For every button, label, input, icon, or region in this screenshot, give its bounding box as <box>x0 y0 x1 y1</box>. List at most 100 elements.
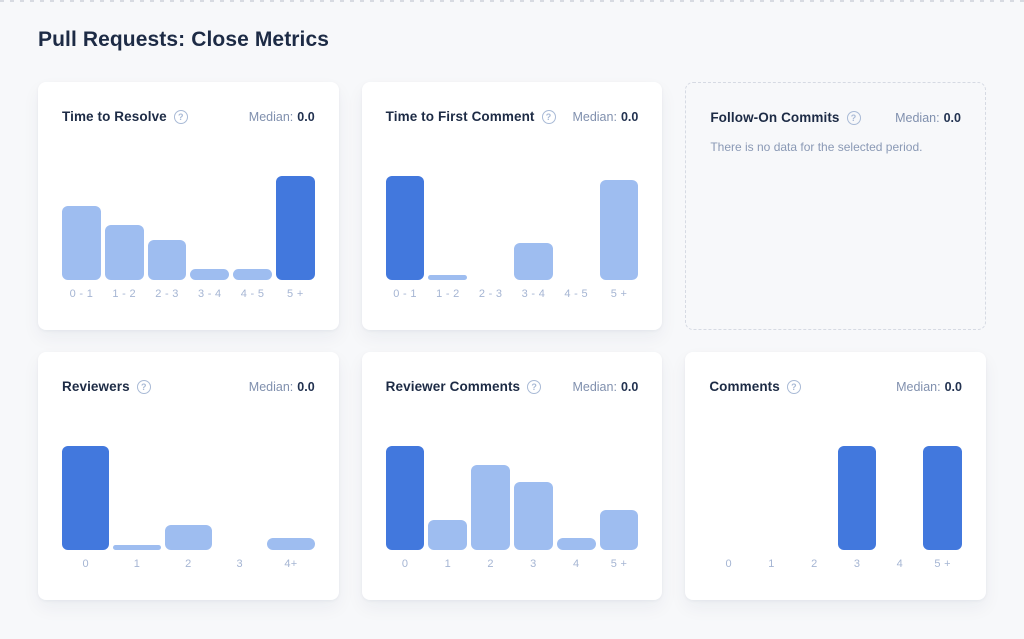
median-readout: Median: 0.0 <box>896 380 962 394</box>
bar-1[interactable] <box>428 519 468 550</box>
bar-0[interactable] <box>62 446 110 550</box>
card-reviewer-comments: Reviewer Comments ? Median: 0.0 0 1 2 3 4 5 + <box>361 352 663 600</box>
bar-slot <box>514 176 553 280</box>
bar-5+[interactable] <box>923 446 963 550</box>
bar-slot <box>428 446 468 550</box>
bar-1-2[interactable] <box>104 224 144 280</box>
median-value: 0.0 <box>620 109 639 124</box>
bar-slot <box>233 176 272 280</box>
x-axis-label: 3 <box>530 558 537 570</box>
bar-5+[interactable] <box>599 180 639 280</box>
bar-slot <box>709 446 748 550</box>
bar-2[interactable] <box>471 464 510 550</box>
x-axis-label: 2 <box>185 558 192 570</box>
x-axis-label: 4 <box>572 558 580 570</box>
x-axis-label: 4 - 5 <box>240 288 265 300</box>
bar-5+[interactable] <box>599 510 639 550</box>
bar-slot <box>385 176 425 280</box>
x-axis-label: 0 <box>725 558 732 570</box>
x-axis-label: 2 <box>487 558 494 570</box>
help-icon[interactable]: ? <box>136 379 151 394</box>
bar-0-1[interactable] <box>385 176 425 280</box>
median-value: 0.0 <box>297 109 315 124</box>
bar-3-4[interactable] <box>514 242 553 280</box>
median-readout: Median: 0.0 <box>249 110 315 124</box>
card-title-wrap: Time to First Comment ? <box>386 109 556 124</box>
bar-2-3[interactable] <box>147 240 187 280</box>
card-title: Reviewers <box>62 379 130 394</box>
bar-slot <box>556 446 596 550</box>
card-title: Follow-On Commits <box>710 110 840 125</box>
bar-slot <box>795 446 834 550</box>
help-icon[interactable]: ? <box>527 379 542 394</box>
help-icon[interactable]: ? <box>786 379 801 394</box>
bar-3-4[interactable] <box>190 268 230 280</box>
bar-slot <box>164 446 212 550</box>
bar-0[interactable] <box>385 446 425 550</box>
bar-1[interactable] <box>113 544 161 550</box>
help-icon[interactable]: ? <box>541 109 556 124</box>
help-icon[interactable]: ? <box>846 110 861 125</box>
bar-5+[interactable] <box>275 176 315 280</box>
page-title: Pull Requests: Close Metrics <box>38 28 330 51</box>
bar-slot <box>599 176 639 280</box>
x-axis-label: 1 <box>768 558 775 570</box>
card-title: Comments <box>709 379 780 394</box>
x-axis-label: 4+ <box>284 558 298 570</box>
median-readout: Median: 0.0 <box>895 111 961 125</box>
x-axis-label: 3 - 4 <box>197 288 222 300</box>
bar-slot <box>147 176 187 280</box>
x-axis-label: 2 <box>811 558 818 570</box>
card-title-wrap: Reviewers ? <box>62 379 151 394</box>
card-time-to-first-comment: Time to First Comment ? Median: 0.0 0 - 1… <box>361 82 663 330</box>
bar-slot <box>113 446 161 550</box>
bar-3[interactable] <box>514 482 553 550</box>
bar-chart-reviewer-comments <box>385 446 639 550</box>
bar-4[interactable] <box>556 537 596 550</box>
median-readout: Median: 0.0 <box>572 110 638 124</box>
x-axis-label: 2 - 3 <box>478 288 503 300</box>
median-value: 0.0 <box>297 379 315 394</box>
bar-4+[interactable] <box>267 537 315 550</box>
x-axis-label: 1 <box>133 558 141 570</box>
no-data-message: There is no data for the selected period… <box>710 140 923 154</box>
bar-0-1[interactable] <box>62 206 101 280</box>
x-axis-label: 3 <box>236 558 243 570</box>
bar-slot <box>557 176 596 280</box>
bar-4-5[interactable] <box>233 268 272 280</box>
bar-slot <box>514 446 553 550</box>
bar-slot <box>275 176 315 280</box>
median-label: Median: <box>248 109 294 124</box>
help-icon[interactable]: ? <box>173 109 188 124</box>
bar-3[interactable] <box>837 446 877 550</box>
bar-chart-time-to-resolve <box>62 176 315 280</box>
card-header: Reviewer Comments ? Median: 0.0 <box>386 379 639 394</box>
x-axis-label: 4 - 5 <box>564 288 588 300</box>
bar-slot <box>62 176 101 280</box>
bar-1-2[interactable] <box>428 274 468 280</box>
bar-slot <box>471 176 510 280</box>
x-axis-label: 0 <box>82 558 89 570</box>
bar-2[interactable] <box>164 525 212 550</box>
bar-slot <box>267 446 315 550</box>
card-header: Reviewers ? Median: 0.0 <box>62 379 315 394</box>
median-value: 0.0 <box>943 110 961 125</box>
card-title: Reviewer Comments <box>385 379 521 394</box>
x-axis-labels: 0 - 1 1 - 2 2 - 3 3 - 4 4 - 5 5 + <box>386 288 639 300</box>
median-label: Median: <box>895 110 940 125</box>
bar-slot <box>837 446 877 550</box>
x-axis-label: 2 - 3 <box>155 288 179 300</box>
card-header: Time to First Comment ? Median: 0.0 <box>386 109 639 124</box>
card-title-wrap: Reviewer Comments ? <box>386 379 542 394</box>
bar-slot <box>923 446 963 550</box>
bar-slot <box>752 446 791 550</box>
median-readout: Median: 0.0 <box>249 380 315 394</box>
x-axis-label: 1 - 2 <box>436 288 460 300</box>
bar-slot <box>385 446 425 550</box>
card-follow-on-commits: Follow-On Commits ? Median: 0.0 There is … <box>685 82 986 330</box>
x-axis-label: 0 - 1 <box>69 288 94 300</box>
x-axis-label: 5 + <box>610 558 628 570</box>
bar-slot <box>104 176 144 280</box>
bar-chart-comments <box>709 446 963 550</box>
card-comments: Comments ? Median: 0.0 0 1 2 3 4 5 + <box>685 352 986 600</box>
